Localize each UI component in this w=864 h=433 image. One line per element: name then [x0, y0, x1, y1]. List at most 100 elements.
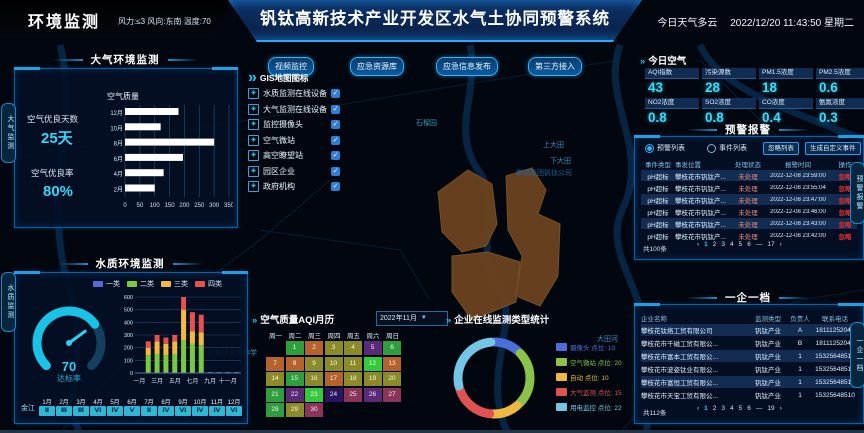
water-level-cell[interactable]: Ⅱ — [39, 406, 55, 416]
calendar-day[interactable]: 12 — [363, 356, 382, 371]
calendar-day[interactable]: 24 — [324, 387, 343, 402]
calendar-day[interactable]: 27 — [383, 387, 401, 402]
calendar-day[interactable]: 26 — [363, 387, 382, 402]
create-custom-event-button[interactable]: 生成自定义事件 — [805, 142, 861, 155]
industrial-zone-polygons[interactable] — [437, 167, 561, 321]
water-level-cell[interactable]: Ⅳ — [107, 406, 123, 416]
calendar-day[interactable]: 29 — [285, 403, 304, 417]
page-5[interactable]: 5 — [738, 405, 743, 412]
page-next[interactable]: › — [779, 405, 782, 412]
table-row[interactable]: pH超标 攀枝花市钒钛产... 未处理 2022-12-08 23:42:00 忽略 — [641, 230, 857, 241]
gis-menu-item-4[interactable]: ◈ 高空瞭望站 ✓ — [248, 148, 340, 164]
gis-menu-item-5[interactable]: ◈ 园区企业 ✓ — [248, 164, 340, 180]
layer-checkbox[interactable]: ✓ — [331, 104, 340, 114]
calendar-day[interactable]: 30 — [305, 403, 323, 417]
calendar-day[interactable]: 6 — [383, 341, 401, 355]
page-1[interactable]: 1 — [704, 405, 708, 412]
water-level-cell[interactable]: Ⅳ — [192, 406, 208, 416]
water-level-cell[interactable]: Ⅵ — [175, 406, 191, 416]
gis-menu-item-3[interactable]: ◈ 空气微站 ✓ — [248, 133, 340, 149]
water-level-cell[interactable]: Ⅵ — [90, 406, 106, 416]
calendar-day[interactable]: 1 — [285, 341, 304, 355]
toolbar-button-2[interactable]: 应急信息发布 — [436, 57, 498, 76]
left-tab-water[interactable]: 水质监测 — [1, 272, 16, 332]
ignore-list-button[interactable]: 忽略列表 — [763, 142, 799, 155]
page-5[interactable]: 5 — [738, 241, 743, 248]
calendar-day[interactable]: 15 — [285, 372, 304, 386]
page-17[interactable]: 17 — [767, 241, 775, 248]
layer-checkbox[interactable]: ✓ — [331, 135, 340, 145]
calendar-day[interactable]: 9 — [305, 356, 323, 371]
calendar-day[interactable]: 11 — [344, 356, 362, 371]
page-1[interactable]: 1 — [704, 241, 708, 248]
calendar-day[interactable]: 17 — [324, 372, 343, 386]
calendar-day[interactable]: 8 — [285, 356, 304, 371]
water-level-cell[interactable]: Ⅵ — [226, 406, 242, 416]
calendar-day[interactable]: 14 — [266, 372, 284, 386]
gis-menu-item-1[interactable]: ◈ 大气监测在线设备 ✓ — [248, 102, 340, 118]
tab-warning-list[interactable]: 预警列表 — [645, 143, 685, 153]
layer-checkbox[interactable]: ✓ — [331, 120, 340, 130]
gis-menu-item-6[interactable]: ◈ 政府机构 ✓ — [248, 179, 340, 195]
calendar-day[interactable]: 3 — [324, 341, 343, 355]
calendar-day[interactable]: 22 — [285, 387, 304, 402]
calendar-day[interactable]: 7 — [266, 356, 284, 371]
cell-op[interactable]: 忽略 — [838, 173, 852, 181]
cell-op[interactable]: 忽略 — [838, 233, 852, 241]
calendar-day[interactable]: 4 — [344, 341, 362, 355]
page-2[interactable]: 2 — [712, 405, 717, 412]
table-row[interactable]: pH超标 攀枝花市钒钛产... 未处理 2022-12-08 23:59:00 忽略 — [641, 170, 857, 181]
table-row[interactable]: 攀枝花市天宝工贸有限公... 钒钛产业 1 15325648510 — [641, 389, 857, 401]
table-row[interactable]: 攀枝花市波姿钛业有限公... 钒钛产业 1 15325648510 — [641, 363, 857, 375]
page-4[interactable]: 4 — [730, 405, 734, 412]
water-level-cell[interactable]: Ⅴ — [124, 406, 140, 416]
gis-menu-item-0[interactable]: ◈ 水质监测在线设备 ✓ — [248, 86, 340, 102]
calendar-day[interactable]: 20 — [383, 372, 401, 386]
water-level-cell[interactable]: Ⅳ — [158, 406, 174, 416]
calendar-day[interactable]: 16 — [305, 372, 323, 386]
toolbar-button-0[interactable]: 视频监控 — [268, 57, 314, 76]
calendar-day[interactable]: 13 — [383, 356, 401, 371]
right-tab-enterprise[interactable]: 一企一档 — [850, 322, 864, 388]
page-prev[interactable]: ‹ — [697, 241, 700, 248]
water-level-cell[interactable]: Ⅲ — [56, 406, 72, 416]
layer-checkbox[interactable]: ✓ — [331, 151, 340, 161]
gis-menu-item-2[interactable]: ◈ 监控摄像头 ✓ — [248, 117, 340, 133]
table-row[interactable]: pH超标 攀枝花市钒钛产... 未处理 2022-12-08 23:47:00 忽略 — [641, 194, 857, 205]
calendar-day[interactable]: 2 — [305, 341, 323, 355]
left-tab-air[interactable]: 大气监测 — [1, 103, 16, 163]
layer-checkbox[interactable]: ✓ — [331, 182, 340, 192]
calendar-day[interactable]: 5 — [363, 341, 382, 355]
page-3[interactable]: 3 — [721, 241, 726, 248]
table-row[interactable]: 攀枝花钛烙工贸有限公司 钒钛产业 A 18111252048 — [641, 324, 857, 336]
page-4[interactable]: 4 — [730, 241, 734, 248]
calendar-day[interactable]: 10 — [324, 356, 343, 371]
page-3[interactable]: 3 — [721, 405, 726, 412]
table-row[interactable]: 攀枝花市富本工贸有限公... 钒钛产业 1 15325648510 — [641, 350, 857, 362]
table-row[interactable]: 攀枝花市千磁工贸有限公... 钒钛产业 B 18111252048 — [641, 337, 857, 349]
calendar-day[interactable]: 18 — [344, 372, 362, 386]
water-level-cell[interactable]: Ⅲ — [73, 406, 89, 416]
water-level-cell[interactable]: Ⅳ — [209, 406, 225, 416]
table-row[interactable]: pH超标 攀枝花市钒钛产... 未处理 2022-12-08 23:46:00 忽略 — [641, 206, 857, 217]
table-row[interactable]: pH超标 攀枝花市钒钛产... 未处理 2022-12-08 23:43:00 忽略 — [641, 218, 857, 229]
page-next[interactable]: › — [779, 241, 782, 248]
toolbar-button-3[interactable]: 第三方接入 — [528, 57, 582, 76]
calendar-day[interactable]: 25 — [344, 387, 362, 402]
table-row[interactable]: pH超标 攀枝花市钒钛产... 未处理 2022-12-08 23:55:04 忽略 — [641, 182, 857, 193]
page-6[interactable]: 6 — [747, 405, 751, 412]
page-—[interactable]: — — [755, 241, 763, 248]
page-19[interactable]: 19 — [767, 405, 775, 412]
right-tab-alarm[interactable]: 预警报警 — [850, 162, 864, 224]
layer-checkbox[interactable]: ✓ — [331, 89, 340, 99]
calendar-day[interactable]: 19 — [363, 372, 382, 386]
calendar-day[interactable]: 23 — [305, 387, 323, 402]
table-row[interactable]: 攀枝花市富恒工贸有限公... 钒钛产业 1 15325648510 — [641, 376, 857, 388]
page-2[interactable]: 2 — [712, 241, 717, 248]
calendar-day[interactable]: 21 — [266, 387, 284, 402]
page-6[interactable]: 6 — [747, 241, 751, 248]
cell-op[interactable]: 忽略 — [838, 221, 852, 229]
cell-op[interactable]: 忽略 — [838, 185, 852, 193]
toolbar-button-1[interactable]: 应急资源库 — [350, 57, 404, 76]
page-—[interactable]: — — [755, 405, 763, 412]
